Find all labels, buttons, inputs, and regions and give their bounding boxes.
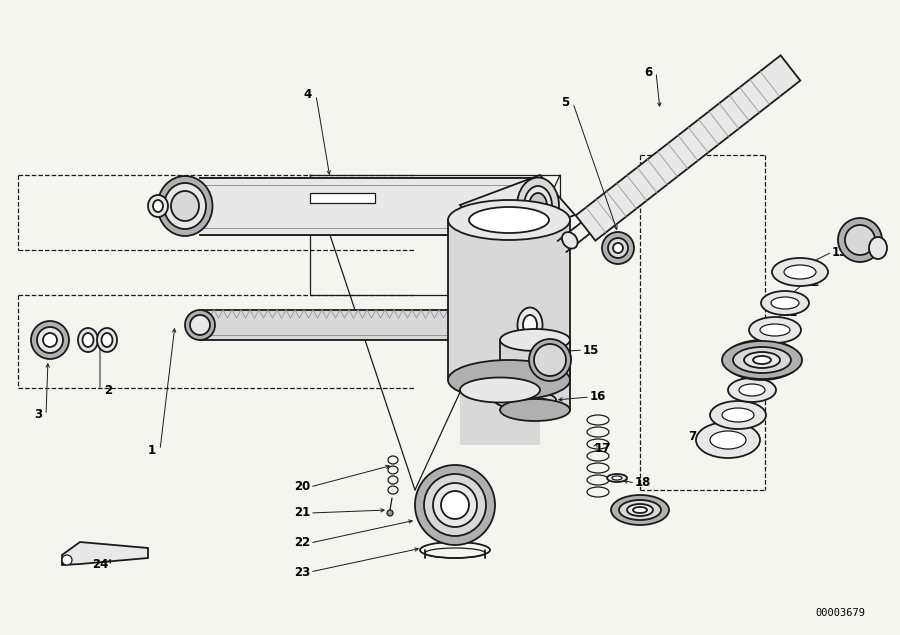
Ellipse shape <box>164 183 206 229</box>
Ellipse shape <box>158 176 212 236</box>
Ellipse shape <box>611 495 669 525</box>
Ellipse shape <box>771 297 799 309</box>
Ellipse shape <box>710 401 766 429</box>
Ellipse shape <box>744 352 780 368</box>
Circle shape <box>608 238 628 258</box>
Text: 11: 11 <box>782 305 798 319</box>
Ellipse shape <box>760 324 790 336</box>
Ellipse shape <box>772 258 828 286</box>
Ellipse shape <box>78 328 98 352</box>
Ellipse shape <box>722 408 754 422</box>
Ellipse shape <box>518 307 543 342</box>
Circle shape <box>613 243 623 253</box>
Ellipse shape <box>761 291 809 315</box>
Ellipse shape <box>607 474 627 482</box>
Ellipse shape <box>83 333 94 347</box>
Text: 12: 12 <box>804 276 820 290</box>
Ellipse shape <box>524 186 552 226</box>
Text: 9: 9 <box>739 377 747 389</box>
Ellipse shape <box>37 327 63 353</box>
Polygon shape <box>460 390 540 445</box>
Text: 23: 23 <box>294 566 310 578</box>
Text: 5: 5 <box>561 97 569 109</box>
Circle shape <box>845 225 875 255</box>
Polygon shape <box>576 55 800 241</box>
Ellipse shape <box>534 344 566 376</box>
Ellipse shape <box>102 333 112 347</box>
Ellipse shape <box>627 504 653 516</box>
Ellipse shape <box>190 315 210 335</box>
Ellipse shape <box>869 237 887 259</box>
Ellipse shape <box>500 329 570 351</box>
Bar <box>310 193 375 203</box>
Polygon shape <box>200 310 530 340</box>
Text: 7: 7 <box>688 431 696 443</box>
Ellipse shape <box>529 339 571 381</box>
Ellipse shape <box>733 347 791 373</box>
Text: 10: 10 <box>754 338 770 352</box>
Text: 19: 19 <box>647 504 663 516</box>
Text: 16: 16 <box>590 391 607 403</box>
Text: 22: 22 <box>294 537 310 549</box>
Text: 20: 20 <box>294 481 310 493</box>
Text: 00003679: 00003679 <box>815 608 865 618</box>
Ellipse shape <box>469 207 549 233</box>
Text: 15: 15 <box>583 344 599 356</box>
Ellipse shape <box>619 500 661 520</box>
Polygon shape <box>448 220 570 380</box>
Ellipse shape <box>562 232 578 249</box>
Ellipse shape <box>753 356 771 364</box>
Text: 21: 21 <box>294 507 310 519</box>
Polygon shape <box>200 178 538 235</box>
Ellipse shape <box>31 321 69 359</box>
Text: 4: 4 <box>304 88 312 102</box>
Text: 8: 8 <box>714 403 722 417</box>
Text: 3: 3 <box>34 408 42 422</box>
Text: 24: 24 <box>92 559 108 572</box>
Ellipse shape <box>185 310 215 340</box>
Ellipse shape <box>424 474 486 536</box>
Ellipse shape <box>441 491 469 519</box>
Polygon shape <box>460 175 575 245</box>
Ellipse shape <box>739 384 765 396</box>
Ellipse shape <box>529 193 547 219</box>
Circle shape <box>602 232 634 264</box>
Ellipse shape <box>433 483 477 527</box>
Ellipse shape <box>148 195 168 217</box>
Ellipse shape <box>696 422 760 458</box>
Text: 17: 17 <box>595 441 611 455</box>
Text: 13: 13 <box>832 246 848 258</box>
Ellipse shape <box>724 340 800 380</box>
Ellipse shape <box>448 360 570 400</box>
Ellipse shape <box>722 341 802 379</box>
Ellipse shape <box>523 315 537 335</box>
Text: 6: 6 <box>644 65 652 79</box>
Text: 1: 1 <box>148 443 156 457</box>
Polygon shape <box>500 340 570 410</box>
Text: 18: 18 <box>634 476 652 490</box>
Ellipse shape <box>612 476 622 480</box>
Ellipse shape <box>784 265 816 279</box>
Polygon shape <box>62 542 148 565</box>
Ellipse shape <box>153 200 163 212</box>
Ellipse shape <box>171 191 199 221</box>
Ellipse shape <box>517 178 559 234</box>
Circle shape <box>387 510 393 516</box>
Ellipse shape <box>415 465 495 545</box>
Ellipse shape <box>738 350 786 370</box>
Text: 14: 14 <box>854 218 870 232</box>
Ellipse shape <box>728 378 776 402</box>
Ellipse shape <box>43 333 57 347</box>
Ellipse shape <box>749 317 801 343</box>
Circle shape <box>838 218 882 262</box>
Text: 2: 2 <box>104 384 112 396</box>
Ellipse shape <box>500 399 570 421</box>
Ellipse shape <box>448 200 570 240</box>
Circle shape <box>62 555 72 565</box>
Ellipse shape <box>460 377 540 403</box>
Ellipse shape <box>633 507 647 513</box>
Ellipse shape <box>97 328 117 352</box>
Ellipse shape <box>710 431 746 449</box>
